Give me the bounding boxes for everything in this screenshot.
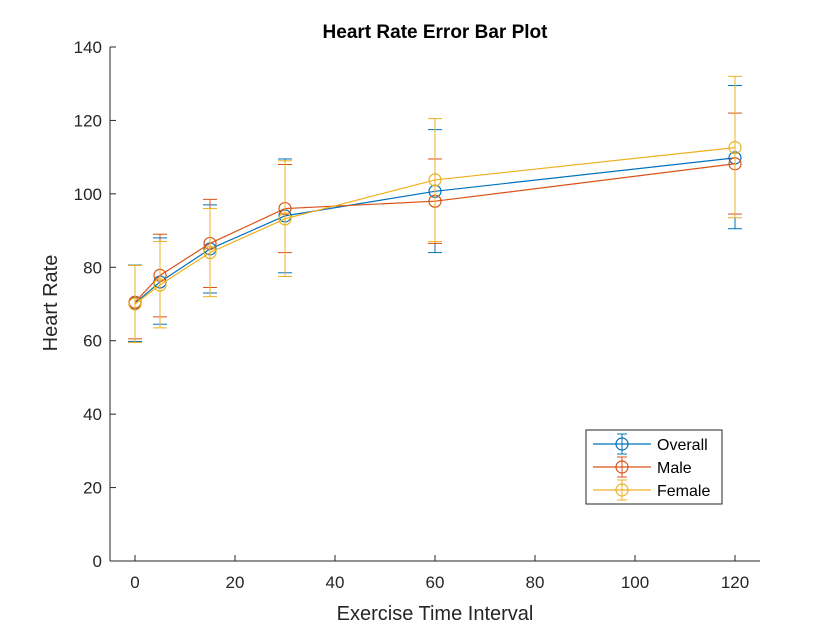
legend-item: Female	[593, 479, 710, 501]
axes: 0 20 40 60 80 100 120 0 20 40 60 80 100 120 140	[74, 38, 760, 592]
y-axis-label: Heart Rate	[40, 255, 62, 352]
legend-label: Female	[657, 483, 710, 500]
legend-marker	[615, 460, 629, 474]
x-tick-label: 40	[326, 573, 345, 592]
legend-label: Male	[657, 460, 692, 477]
data-point	[128, 297, 142, 311]
legend-item: Overall	[593, 433, 708, 455]
legend-item: Male	[593, 456, 692, 478]
legend-label: Overall	[657, 437, 708, 454]
plot-area	[128, 75, 742, 344]
series-female	[128, 75, 742, 344]
data-point	[278, 212, 292, 226]
chart-title: Heart Rate Error Bar Plot	[323, 22, 549, 43]
y-tick-label: 0	[93, 552, 102, 571]
data-point	[728, 140, 742, 155]
legend: Overall Male Female	[585, 429, 723, 505]
legend-marker	[615, 483, 629, 497]
data-point	[153, 278, 167, 292]
x-axis-label: Exercise Time Interval	[337, 603, 534, 625]
y-tick-label: 40	[83, 405, 102, 424]
y-tick-label: 100	[74, 185, 102, 204]
x-tick-label: 0	[130, 573, 139, 592]
x-tick-label: 60	[426, 573, 445, 592]
x-tick-label: 120	[721, 573, 749, 592]
x-tick-label: 20	[226, 573, 245, 592]
y-tick-label: 80	[83, 258, 102, 277]
legend-marker	[615, 437, 629, 451]
series-line	[134, 147, 736, 305]
data-point	[203, 246, 217, 260]
y-tick-label: 140	[74, 38, 102, 57]
x-tick-label: 100	[621, 573, 649, 592]
y-tick-label: 120	[74, 111, 102, 130]
x-tick-label: 80	[526, 573, 545, 592]
y-tick-label: 20	[83, 479, 102, 498]
y-tick-label: 60	[83, 332, 102, 351]
data-point	[428, 173, 442, 187]
